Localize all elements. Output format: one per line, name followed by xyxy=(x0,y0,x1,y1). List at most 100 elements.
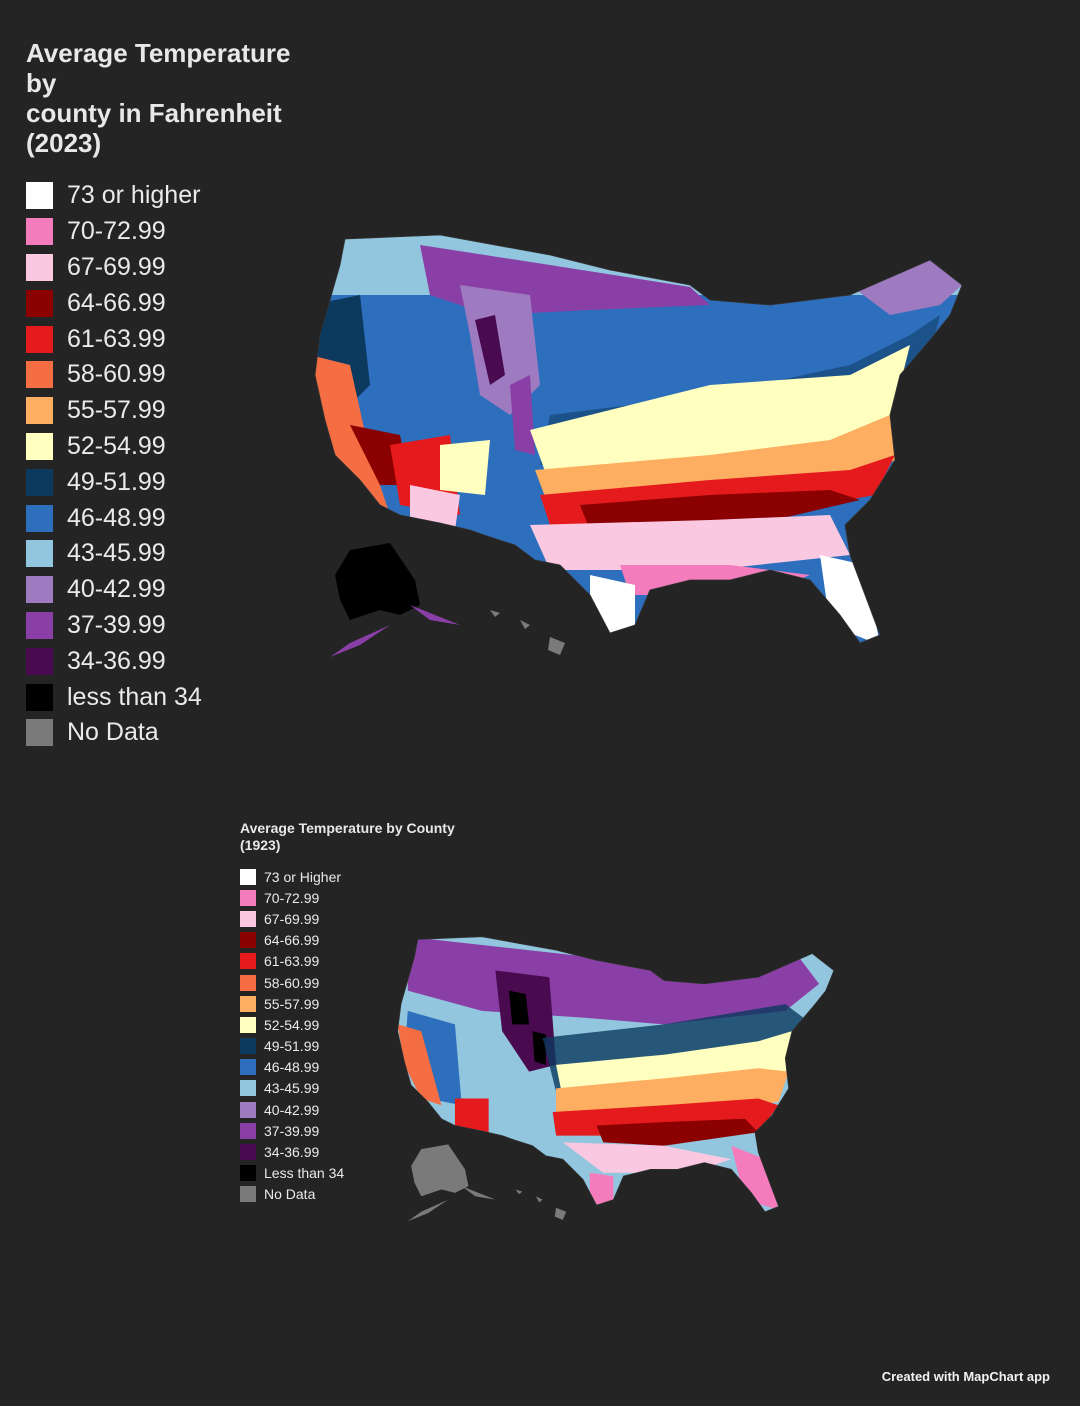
legend-swatch xyxy=(240,995,256,1012)
legend-swatch xyxy=(240,1101,256,1118)
legend-swatch xyxy=(26,325,53,353)
legend-label: 46-48.99 xyxy=(67,503,166,532)
legend-label: 64-66.99 xyxy=(264,932,320,949)
legend-swatch xyxy=(26,361,53,389)
legend-label: 70-72.99 xyxy=(264,889,320,906)
legend-item: 37-39.99 xyxy=(26,608,326,644)
legend-item: 58-60.99 xyxy=(240,972,480,993)
legend-item: 64-66.99 xyxy=(26,285,326,321)
legend-label: 43-45.99 xyxy=(264,1080,320,1097)
legend-swatch xyxy=(240,1038,256,1055)
legend-swatch xyxy=(240,1122,256,1139)
us-map-1923 xyxy=(397,936,835,1222)
legend-swatch xyxy=(26,253,53,281)
legend-label: 49-51.99 xyxy=(67,467,166,496)
legend-swatch xyxy=(26,719,53,747)
legend-swatch xyxy=(26,504,53,532)
legend-label: 61-63.99 xyxy=(264,953,320,970)
map-title-2023: Average Temperature by county in Fahrenh… xyxy=(26,38,291,158)
legend-label: 58-60.99 xyxy=(67,360,166,389)
legend-item: 52-54.99 xyxy=(26,429,326,465)
legend-item: 67-69.99 xyxy=(26,250,326,286)
legend-swatch xyxy=(26,218,53,246)
legend-item: 34-36.99 xyxy=(26,643,326,679)
legend-item: less than 34 xyxy=(26,679,326,715)
legend-item: 64-66.99 xyxy=(240,930,480,951)
legend-2023: Average Temperature by county in Fahrenh… xyxy=(26,38,326,751)
legend-label: Less than 34 xyxy=(264,1165,345,1182)
legend-swatch xyxy=(26,397,53,425)
legend-label: 43-45.99 xyxy=(67,539,166,568)
legend-item: 46-48.99 xyxy=(240,1057,480,1078)
legend-item: No Data xyxy=(26,715,326,751)
legend-swatch xyxy=(26,289,53,317)
legend-label: No Data xyxy=(264,1186,316,1203)
legend-label: 34-36.99 xyxy=(264,1144,320,1161)
legend-label: 52-54.99 xyxy=(264,1016,320,1033)
legend-label: 67-69.99 xyxy=(67,252,166,281)
legend-item: 55-57.99 xyxy=(240,993,480,1014)
legend-label: 58-60.99 xyxy=(264,974,320,991)
legend-label: 67-69.99 xyxy=(264,910,320,927)
legend-item: 58-60.99 xyxy=(26,357,326,393)
legend-swatch xyxy=(26,540,53,568)
legend-label: 40-42.99 xyxy=(67,575,166,604)
legend-swatch xyxy=(240,1059,256,1076)
legend-item: 40-42.99 xyxy=(26,572,326,608)
legend-list-1923: 73 or Higher 70-72.99 67-69.99 64-66.99 61-6… xyxy=(240,866,480,1205)
us-map-2023 xyxy=(314,234,963,657)
legend-label: 34-36.99 xyxy=(67,646,166,675)
legend-item: Less than 34 xyxy=(240,1163,480,1184)
legend-swatch xyxy=(26,576,53,604)
legend-list-2023: 73 or higher 70-72.99 67-69.99 64-66.99 61-6… xyxy=(26,178,326,751)
legend-label: 55-57.99 xyxy=(264,995,320,1012)
legend-label: 73 or Higher xyxy=(264,868,342,885)
legend-label: 64-66.99 xyxy=(67,288,166,317)
legend-item: 61-63.99 xyxy=(240,951,480,972)
legend-label: 70-72.99 xyxy=(67,217,166,246)
legend-swatch xyxy=(240,868,256,885)
legend-swatch xyxy=(240,1186,256,1203)
map-title-1923: Average Temperature by County (1923) xyxy=(240,820,455,853)
legend-item: 70-72.99 xyxy=(240,887,480,908)
legend-swatch xyxy=(240,974,256,991)
legend-item: 43-45.99 xyxy=(240,1078,480,1099)
legend-swatch xyxy=(240,932,256,949)
legend-swatch xyxy=(26,468,53,496)
legend-label: less than 34 xyxy=(67,682,202,711)
legend-swatch xyxy=(240,910,256,927)
legend-swatch xyxy=(240,1144,256,1161)
legend-label: 46-48.99 xyxy=(264,1059,320,1076)
legend-item: 46-48.99 xyxy=(26,500,326,536)
legend-swatch xyxy=(26,683,53,711)
legend-1923: Average Temperature by County (1923) 73 … xyxy=(240,820,480,1205)
legend-label: 55-57.99 xyxy=(67,396,166,425)
legend-swatch xyxy=(240,1165,256,1182)
legend-item: 55-57.99 xyxy=(26,393,326,429)
legend-label: 37-39.99 xyxy=(67,610,166,639)
legend-swatch xyxy=(240,1080,256,1097)
legend-item: 61-63.99 xyxy=(26,321,326,357)
legend-label: 37-39.99 xyxy=(264,1122,320,1139)
legend-item: 52-54.99 xyxy=(240,1014,480,1035)
legend-swatch xyxy=(240,889,256,906)
legend-item: 34-36.99 xyxy=(240,1141,480,1162)
legend-label: 73 or higher xyxy=(67,181,201,210)
legend-label: 49-51.99 xyxy=(264,1038,320,1055)
legend-swatch xyxy=(26,611,53,639)
legend-label: 40-42.99 xyxy=(264,1101,320,1118)
legend-item: 49-51.99 xyxy=(26,464,326,500)
legend-item: 37-39.99 xyxy=(240,1120,480,1141)
legend-item: 73 or Higher xyxy=(240,866,480,887)
legend-swatch xyxy=(26,182,53,210)
legend-item: 70-72.99 xyxy=(26,214,326,250)
legend-item: 73 or higher xyxy=(26,178,326,214)
legend-item: 40-42.99 xyxy=(240,1099,480,1120)
legend-label: 61-63.99 xyxy=(67,324,166,353)
legend-item: No Data xyxy=(240,1184,480,1205)
legend-item: 43-45.99 xyxy=(26,536,326,572)
legend-item: 49-51.99 xyxy=(240,1036,480,1057)
credit-text: Created with MapChart app xyxy=(881,1369,1050,1384)
legend-swatch xyxy=(240,953,256,970)
legend-swatch xyxy=(240,1016,256,1033)
